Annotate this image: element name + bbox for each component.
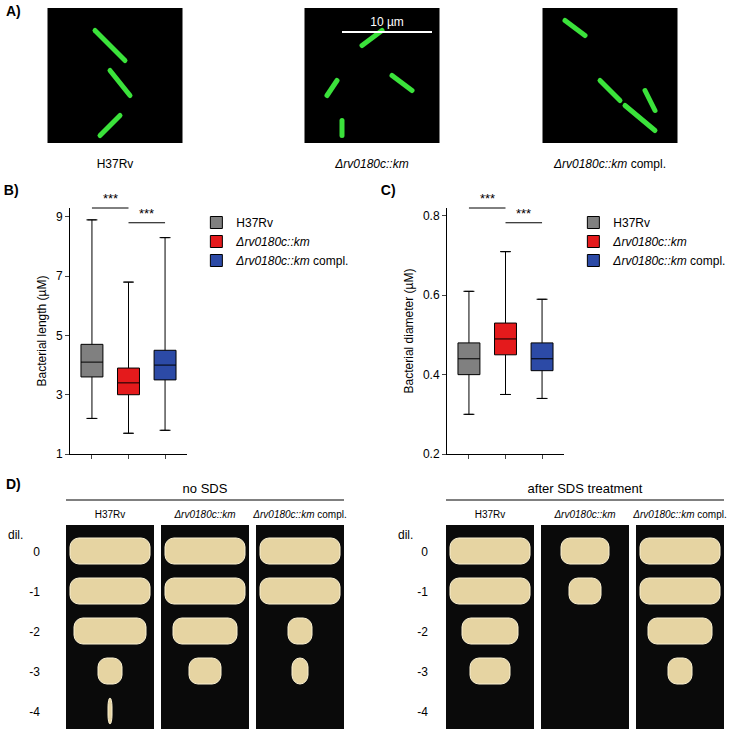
svg-text:-4: -4 bbox=[417, 705, 428, 719]
svg-text:Δrv0180c::km: Δrv0180c::km bbox=[334, 157, 408, 171]
svg-text:C): C) bbox=[381, 182, 396, 198]
svg-text:7: 7 bbox=[56, 269, 63, 283]
svg-text:after SDS treatment: after SDS treatment bbox=[528, 481, 643, 496]
svg-text:1: 1 bbox=[56, 447, 63, 461]
svg-text:H37Rv: H37Rv bbox=[236, 216, 273, 230]
svg-text:***: *** bbox=[139, 206, 154, 221]
svg-text:-2: -2 bbox=[29, 625, 40, 639]
svg-text:Δrv0180c::km: Δrv0180c::km bbox=[612, 235, 686, 249]
svg-text:10 µm: 10 µm bbox=[370, 15, 404, 29]
svg-text:-1: -1 bbox=[29, 585, 40, 599]
svg-text:dil.: dil. bbox=[8, 528, 23, 542]
svg-text:H37Rv: H37Rv bbox=[613, 216, 650, 230]
svg-text:Δrv0180c::km: Δrv0180c::km bbox=[173, 509, 235, 520]
svg-text:***: *** bbox=[103, 191, 118, 206]
svg-text:Δrv0180c::km compl.: Δrv0180c::km compl. bbox=[235, 254, 348, 268]
svg-text:H37Rv: H37Rv bbox=[97, 157, 134, 171]
svg-text:0: 0 bbox=[421, 545, 428, 559]
svg-text:-3: -3 bbox=[29, 665, 40, 679]
svg-text:0.6: 0.6 bbox=[423, 288, 440, 302]
svg-text:Δrv0180c::km compl.: Δrv0180c::km compl. bbox=[252, 509, 346, 520]
svg-text:D): D) bbox=[6, 476, 21, 492]
svg-text:3: 3 bbox=[56, 388, 63, 402]
svg-text:no SDS: no SDS bbox=[183, 481, 228, 496]
svg-text:-1: -1 bbox=[417, 585, 428, 599]
svg-text:Δrv0180c::km compl.: Δrv0180c::km compl. bbox=[553, 157, 666, 171]
svg-text:5: 5 bbox=[56, 329, 63, 343]
svg-text:-2: -2 bbox=[417, 625, 428, 639]
svg-text:-3: -3 bbox=[417, 665, 428, 679]
svg-text:Bacterial diameter (µM): Bacterial diameter (µM) bbox=[402, 269, 416, 394]
svg-text:9: 9 bbox=[56, 210, 63, 224]
svg-text:***: *** bbox=[480, 191, 495, 206]
svg-text:Δrv0180c::km compl.: Δrv0180c::km compl. bbox=[612, 254, 725, 268]
svg-text:0.2: 0.2 bbox=[423, 447, 440, 461]
svg-text:Δrv0180c::km: Δrv0180c::km bbox=[235, 235, 309, 249]
svg-text:H37Rv: H37Rv bbox=[95, 509, 126, 520]
svg-text:Δrv0180c::km: Δrv0180c::km bbox=[553, 509, 615, 520]
svg-text:0.4: 0.4 bbox=[423, 368, 440, 382]
svg-text:dil.: dil. bbox=[398, 528, 413, 542]
svg-text:B): B) bbox=[4, 182, 19, 198]
svg-text:-4: -4 bbox=[29, 705, 40, 719]
svg-text:0.8: 0.8 bbox=[423, 209, 440, 223]
svg-text:0: 0 bbox=[33, 545, 40, 559]
svg-text:H37Rv: H37Rv bbox=[475, 509, 506, 520]
svg-text:A): A) bbox=[6, 3, 21, 19]
svg-text:Bacterial length (µM): Bacterial length (µM) bbox=[35, 276, 49, 387]
svg-text:Δrv0180c::km compl.: Δrv0180c::km compl. bbox=[632, 509, 726, 520]
svg-text:***: *** bbox=[516, 206, 531, 221]
